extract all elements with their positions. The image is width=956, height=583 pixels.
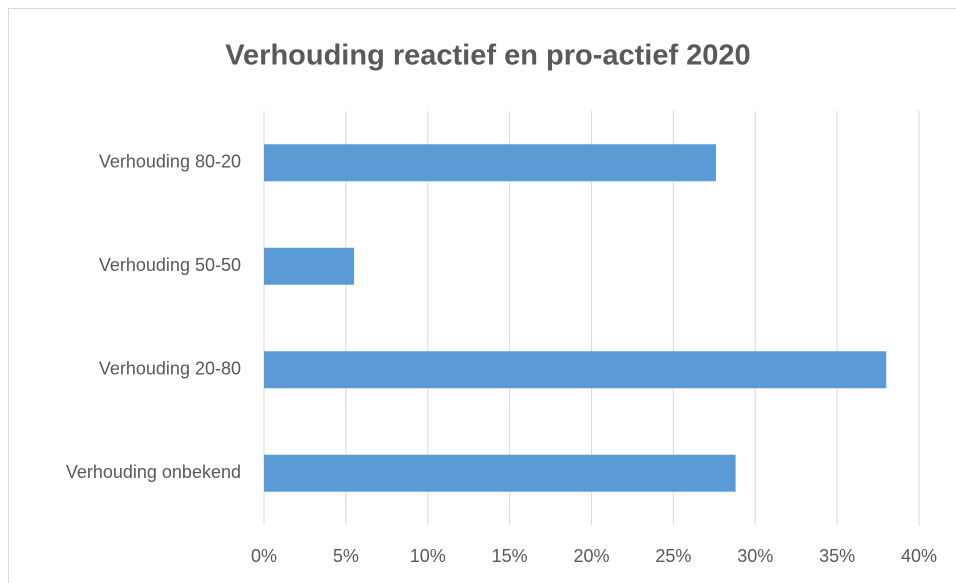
- x-tick-label: 10%: [410, 546, 446, 566]
- x-tick-label: 30%: [737, 546, 773, 566]
- x-tick-label: 35%: [819, 546, 855, 566]
- x-tick-label: 20%: [573, 546, 609, 566]
- x-tick-label: 5%: [333, 546, 359, 566]
- bar: [264, 351, 887, 389]
- x-tick-label: 0%: [251, 546, 277, 566]
- y-tick-label: Verhouding onbekend: [66, 462, 241, 482]
- y-tick-label: Verhouding 20-80: [99, 359, 241, 379]
- y-tick-label: Verhouding 50-50: [99, 255, 241, 275]
- y-tick-label: Verhouding 80-20: [99, 152, 241, 172]
- x-tick-label: 40%: [901, 546, 937, 566]
- chart-border: [8, 8, 956, 583]
- chart-title: Verhouding reactief en pro-actief 2020: [225, 40, 750, 72]
- bar: [264, 247, 355, 285]
- bar: [264, 454, 736, 492]
- x-tick-label: 25%: [655, 546, 691, 566]
- bar: [264, 144, 716, 182]
- x-tick-label: 15%: [492, 546, 528, 566]
